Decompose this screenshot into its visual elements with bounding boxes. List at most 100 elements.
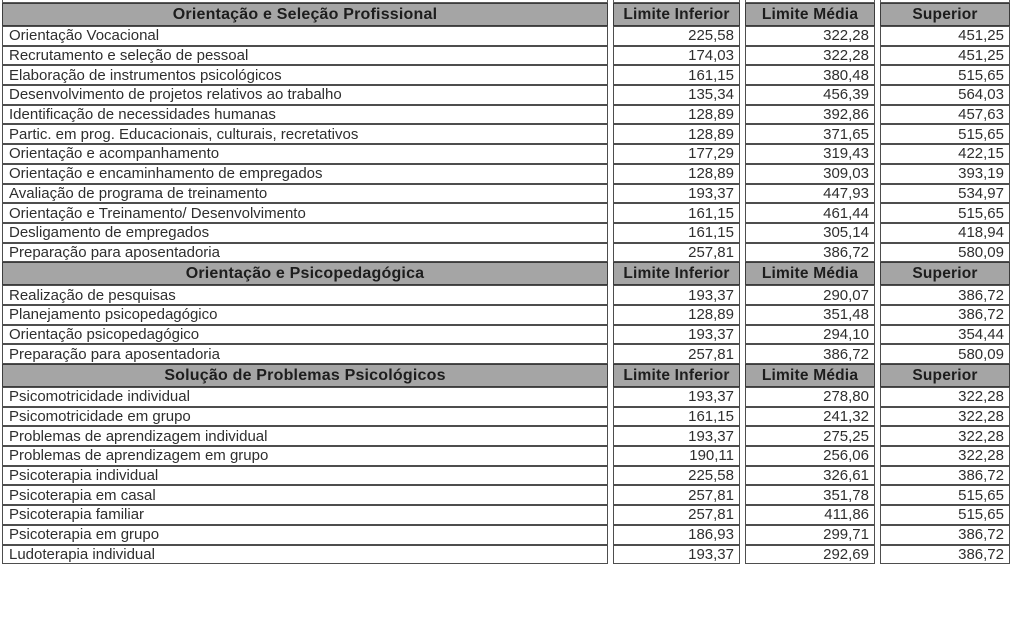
row-value: 386,72 <box>880 304 1010 325</box>
column-header: Limite Média <box>745 3 875 26</box>
row-value: 322,28 <box>745 26 875 46</box>
row-label: Desenvolvimento de projetos relativos ao… <box>2 85 608 105</box>
row-label: Realização de pesquisas <box>2 285 608 305</box>
table-row: Avaliação de programa de treinamento 193,… <box>2 183 1010 204</box>
row-value: 515,65 <box>880 505 1010 525</box>
table-row: Orientação e Treinamento/ Desenvolviment… <box>2 203 1010 223</box>
row-value: 190,11 <box>613 446 740 466</box>
table-row: Recrutamento e seleção de pessoal 174,03 3… <box>2 45 1010 66</box>
row-label: Psicoterapia em casal <box>2 485 608 506</box>
section-title: Orientação e Psicopedagógica <box>2 262 608 286</box>
row-label: Problemas de aprendizagem em grupo <box>2 446 608 466</box>
table-row: Planejamento psicopedagógico 128,89 351,48… <box>2 304 1010 325</box>
row-value: 351,78 <box>745 485 875 506</box>
row-label: Orientação e Treinamento/ Desenvolviment… <box>2 203 608 223</box>
row-value: 275,25 <box>745 426 875 447</box>
row-value: 386,72 <box>880 544 1010 565</box>
row-value: 351,48 <box>745 304 875 325</box>
row-value: 354,44 <box>880 324 1010 345</box>
row-value: 380,48 <box>745 65 875 86</box>
column-header: Limite Inferior <box>613 364 740 387</box>
cutoff-cell <box>880 0 1010 3</box>
table-row: Psicoterapia em casal 257,81 351,78 515,65 <box>2 485 1010 506</box>
row-value: 515,65 <box>880 485 1010 506</box>
row-value: 461,44 <box>745 203 875 223</box>
column-header: Limite Média <box>745 364 875 387</box>
row-value: 161,15 <box>613 406 740 427</box>
table-row: Partic. em prog. Educacionais, culturais… <box>2 124 1010 145</box>
row-value: 322,28 <box>880 387 1010 407</box>
column-header: Limite Média <box>745 262 875 286</box>
row-value: 193,37 <box>613 426 740 447</box>
row-label: Psicoterapia em grupo <box>2 524 608 545</box>
row-value: 457,63 <box>880 104 1010 125</box>
row-value: 418,94 <box>880 222 1010 243</box>
row-label: Orientação e acompanhamento <box>2 144 608 164</box>
row-value: 386,72 <box>880 285 1010 305</box>
column-header: Limite Inferior <box>613 262 740 286</box>
row-value: 193,37 <box>613 544 740 565</box>
table-row: Psicomotricidade em grupo 161,15 241,32 322… <box>2 406 1010 427</box>
row-label: Problemas de aprendizagem individual <box>2 426 608 447</box>
table-row: Problemas de aprendizagem individual 193,… <box>2 426 1010 447</box>
row-label: Identificação de necessidades humanas <box>2 104 608 125</box>
row-value: 257,81 <box>613 344 740 364</box>
row-value: 319,43 <box>745 144 875 164</box>
table-row: Desligamento de empregados 161,15 305,14 41… <box>2 222 1010 243</box>
row-label: Partic. em prog. Educacionais, culturais… <box>2 124 608 145</box>
row-value: 322,28 <box>880 406 1010 427</box>
row-value: 257,81 <box>613 485 740 506</box>
row-value: 225,58 <box>613 26 740 46</box>
row-value: 256,06 <box>745 446 875 466</box>
row-value: 135,34 <box>613 85 740 105</box>
row-label: Planejamento psicopedagógico <box>2 304 608 325</box>
row-value: 290,07 <box>745 285 875 305</box>
row-value: 161,15 <box>613 65 740 86</box>
row-value: 564,03 <box>880 85 1010 105</box>
row-value: 386,72 <box>880 465 1010 486</box>
row-value: 294,10 <box>745 324 875 345</box>
row-value: 534,97 <box>880 183 1010 204</box>
row-label: Psicomotricidade em grupo <box>2 406 608 427</box>
row-label: Preparação para aposentadoria <box>2 344 608 364</box>
table-row: Orientação psicopedagógico 193,37 294,10 35… <box>2 324 1010 345</box>
table-row: Problemas de aprendizagem em grupo 190,11… <box>2 446 1010 466</box>
row-value: 278,80 <box>745 387 875 407</box>
section-title: Orientação e Seleção Profissional <box>2 3 608 26</box>
table-row: Psicoterapia familiar 257,81 411,86 515,65 <box>2 505 1010 525</box>
row-value: 174,03 <box>613 45 740 66</box>
table-row: Psicoterapia em grupo 186,93 299,71 386,72 <box>2 524 1010 545</box>
cutoff-cell <box>613 0 740 3</box>
column-header: Superior <box>880 3 1010 26</box>
row-value: 422,15 <box>880 144 1010 164</box>
table-row: Psicomotricidade individual 193,37 278,80 3… <box>2 387 1010 407</box>
table-row: Identificação de necessidades humanas 128… <box>2 104 1010 125</box>
row-value: 515,65 <box>880 124 1010 145</box>
row-value: 411,86 <box>745 505 875 525</box>
table-row: Psicoterapia individual 225,58 326,61 386,7… <box>2 465 1010 486</box>
row-label: Psicomotricidade individual <box>2 387 608 407</box>
row-value: 322,28 <box>880 426 1010 447</box>
row-value: 386,72 <box>745 344 875 364</box>
row-label: Orientação Vocacional <box>2 26 608 46</box>
row-value: 128,89 <box>613 104 740 125</box>
row-value: 305,14 <box>745 222 875 243</box>
row-value: 241,32 <box>745 406 875 427</box>
cutoff-row <box>2 0 1010 3</box>
row-value: 292,69 <box>745 544 875 565</box>
table-row: Preparação para aposentadoria 257,81 386,7… <box>2 242 1010 263</box>
row-value: 447,93 <box>745 183 875 204</box>
table-row: Orientação e acompanhamento 177,29 319,43 4… <box>2 144 1010 164</box>
row-value: 515,65 <box>880 65 1010 86</box>
row-value: 128,89 <box>613 124 740 145</box>
row-value: 161,15 <box>613 203 740 223</box>
row-value: 193,37 <box>613 183 740 204</box>
row-value: 515,65 <box>880 203 1010 223</box>
row-label: Psicoterapia familiar <box>2 505 608 525</box>
section-header-row-1: Orientação e Psicopedagógica Limite Infer… <box>2 262 1010 286</box>
section-title: Solução de Problemas Psicológicos <box>2 364 608 387</box>
table-row: Orientação e encaminhamento de empregado… <box>2 163 1010 184</box>
column-header: Superior <box>880 364 1010 387</box>
row-value: 392,86 <box>745 104 875 125</box>
cutoff-cell <box>2 0 608 3</box>
